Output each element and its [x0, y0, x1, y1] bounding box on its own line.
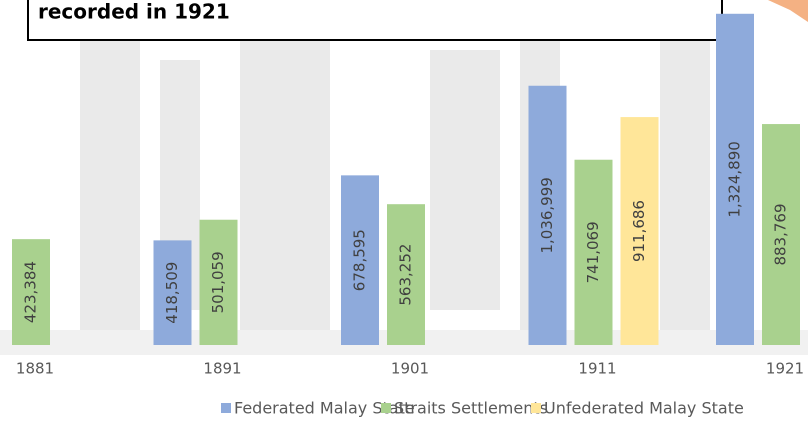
chart: recorded in 1921 1881 1891 1901 1911 1921 418… — [0, 0, 808, 441]
legend-label: Straits Settlements — [394, 399, 548, 418]
arrow — [768, 0, 808, 22]
legend-label: Unfederated Malay State — [544, 399, 744, 418]
data-label: 911,686 — [630, 200, 648, 262]
x-tick-label: 1911 — [578, 360, 616, 378]
x-tick-label: 1901 — [391, 360, 429, 378]
x-tick-label: 1891 — [203, 360, 241, 378]
x-tick-label: 1921 — [766, 360, 804, 378]
data-label: 883,769 — [772, 204, 790, 266]
data-label: 423,384 — [22, 261, 40, 323]
legend-swatch — [531, 403, 541, 413]
annotation: recorded in 1921 — [38, 0, 230, 24]
data-label: 563,252 — [397, 244, 415, 306]
x-tick-label: 1881 — [16, 360, 54, 378]
data-label: 678,595 — [351, 229, 369, 291]
legend-swatch — [381, 403, 391, 413]
data-label: 1,036,999 — [538, 177, 556, 253]
data-label: 418,509 — [163, 262, 181, 324]
data-label: 1,324,890 — [726, 141, 744, 217]
page: recorded in 1921 1881 1891 1901 1911 1921 418… — [0, 0, 808, 441]
legend-swatch — [221, 403, 231, 413]
data-label: 501,059 — [209, 251, 227, 313]
data-label: 741,069 — [584, 221, 602, 283]
